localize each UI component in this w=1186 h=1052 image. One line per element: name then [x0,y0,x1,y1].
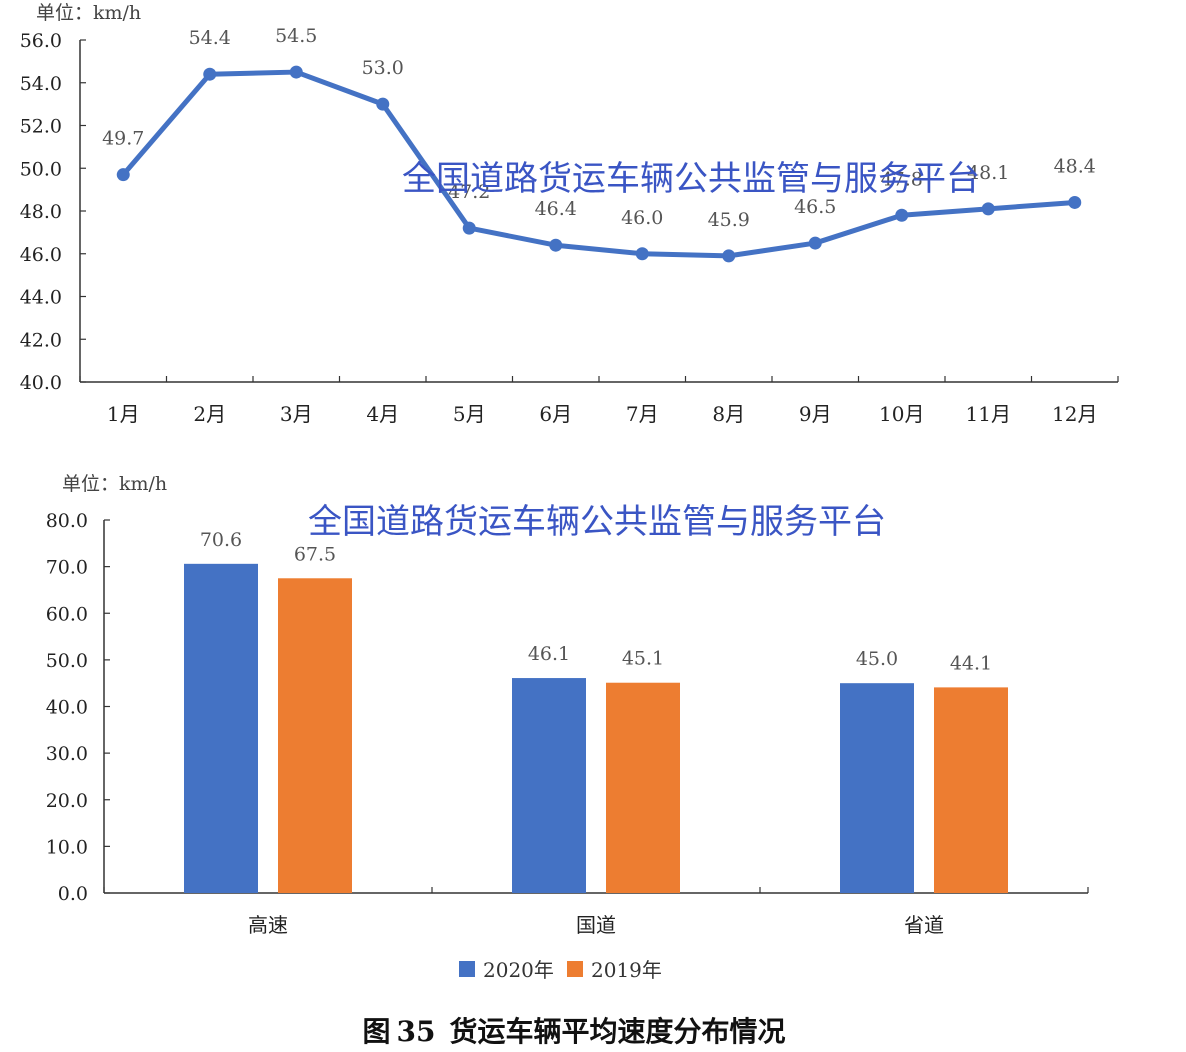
bar-chart-y-tick-label: 60.0 [46,603,88,625]
line-chart-y-tick-label: 48.0 [20,201,62,223]
line-chart-y-tick-label: 54.0 [20,73,62,95]
line-chart-unit-label: 单位：km/h [36,2,141,24]
line-chart-y-tick-label: 52.0 [20,116,62,138]
line-chart-series [116,65,1082,263]
figure-caption-text: 图 35 货运车辆平均速度分布情况 [363,1015,786,1048]
line-chart-data-label: 49.7 [102,128,144,150]
bar-chart: 单位：km/h 80.0 70.0 60.0 50.0 40.0 30.0 20.0 10.0… [46,473,1089,982]
line-chart-x-tick-label: 4月 [366,402,399,426]
line-chart-x-tick-label: 2月 [193,402,226,426]
line-chart-x-tick-label: 10月 [879,402,924,426]
caption-prefix: 图 [363,1015,391,1048]
bar-chart-x-tick-label: 省道 [904,913,944,937]
bar-chart-data-label: 45.0 [856,648,898,670]
bar-chart-y-tick-label: 30.0 [46,743,88,765]
bar-chart-bar [606,682,680,893]
line-chart-point [203,67,217,81]
line-chart-data-label: 45.9 [708,209,750,231]
line-chart: 单位：km/h 56.0 54.0 52.0 50.0 48.0 46.0 44.0 42.0… [20,2,1119,426]
line-chart-data-label: 47.8 [881,168,923,190]
bar-chart-data-label: 44.1 [950,652,992,674]
bar-chart-watermark: 全国道路货运车辆公共监管与服务平台 [308,502,886,542]
line-chart-y-tick-label: 42.0 [20,329,62,351]
bar-chart-data-label: 67.5 [294,543,336,565]
bar-chart-unit-label: 单位：km/h [62,473,167,495]
bar-chart-y-tick-label: 40.0 [46,697,88,719]
bar-chart-legend-swatch [567,961,583,977]
line-chart-watermark: 全国道路货运车辆公共监管与服务平台 [402,159,980,199]
line-chart-series-line [121,69,1075,259]
line-chart-data-label: 48.4 [1054,155,1096,177]
bar-chart-bar [840,683,914,893]
bar-chart-y-tick-label: 80.0 [46,510,88,532]
line-chart-point [808,236,822,250]
line-chart-x-tick-label: 5月 [453,402,486,426]
line-chart-point [549,238,563,252]
line-chart-point [462,221,476,235]
line-chart-data-label: 54.4 [189,27,231,49]
caption-title: 货运车辆平均速度分布情况 [449,1015,785,1048]
line-chart-y-tick-label: 56.0 [20,30,62,52]
bar-chart-bar [934,687,1008,893]
line-chart-y-ticks: 56.0 54.0 52.0 50.0 48.0 46.0 44.0 42.0 40.0 [20,30,86,394]
line-chart-x-tick-label: 9月 [799,402,832,426]
bar-chart-bars [184,563,1008,893]
bar-chart-data-labels: 70.6 67.5 46.1 45.1 45.0 44.1 [200,529,992,675]
bar-chart-legend-label: 2019年 [591,958,662,982]
bar-chart-bar [184,563,258,893]
bar-chart-y-ticks: 80.0 70.0 60.0 50.0 40.0 30.0 20.0 10.0 0.0 [46,510,110,905]
line-chart-data-label: 47.2 [448,181,490,203]
bar-chart-y-tick-label: 0.0 [58,883,88,905]
figure-caption: 图 35 货运车辆平均速度分布情况 [363,1015,786,1048]
bar-chart-y-tick-label: 70.0 [46,557,88,579]
line-chart-data-label: 53.0 [362,57,404,79]
bar-chart-x-ticks: 高速 国道 省道 [103,887,1089,937]
bar-chart-legend-swatch [459,961,475,977]
line-chart-x-tick-label: 1月 [107,402,140,426]
line-chart-x-tick-label: 6月 [539,402,572,426]
line-chart-x-tick-label: 8月 [712,402,745,426]
line-chart-x-tick-label: 11月 [966,402,1011,426]
line-chart-y-tick-label: 46.0 [20,244,62,266]
bar-chart-data-label: 46.1 [528,643,570,665]
line-chart-x-tick-label: 7月 [626,402,659,426]
line-chart-point [376,97,390,111]
line-chart-data-labels: 49.7 54.4 54.5 53.0 47.2 46.4 46.0 45.9 46.5 47.8… [102,25,1096,231]
bar-chart-legend: 2020年 2019年 [459,958,662,982]
line-chart-data-label: 46.4 [535,198,577,220]
line-chart-point [895,208,909,222]
line-chart-point [289,65,303,79]
line-chart-data-label: 48.1 [967,162,1009,184]
caption-number: 35 [397,1015,436,1048]
line-chart-data-label: 54.5 [275,25,317,47]
line-chart-point [116,168,130,182]
line-chart-x-tick-label: 12月 [1052,402,1097,426]
bar-chart-bar [512,678,586,893]
line-chart-data-label: 46.0 [621,207,663,229]
line-chart-point [722,249,736,263]
line-chart-data-label: 46.5 [794,196,836,218]
line-chart-y-tick-label: 50.0 [20,158,62,180]
bar-chart-y-tick-label: 10.0 [46,836,88,858]
line-chart-y-tick-label: 44.0 [20,287,62,309]
bar-chart-y-tick-label: 20.0 [46,790,88,812]
bar-chart-bar [278,578,352,893]
line-chart-x-tick-label: 3月 [280,402,313,426]
line-chart-point [635,247,649,261]
bar-chart-data-label: 45.1 [622,648,664,670]
line-chart-point [1068,195,1082,209]
line-chart-x-ticks: 1月 2月 3月 4月 5月 6月 7月 8月 9月 10月 11月 12月 [79,376,1119,426]
bar-chart-x-tick-label: 高速 [248,913,288,937]
bar-chart-x-tick-label: 国道 [576,913,616,937]
bar-chart-y-tick-label: 50.0 [46,650,88,672]
bar-chart-data-label: 70.6 [200,529,242,551]
line-chart-y-tick-label: 40.0 [20,372,62,394]
bar-chart-legend-label: 2020年 [483,958,554,982]
line-chart-point [981,202,995,216]
